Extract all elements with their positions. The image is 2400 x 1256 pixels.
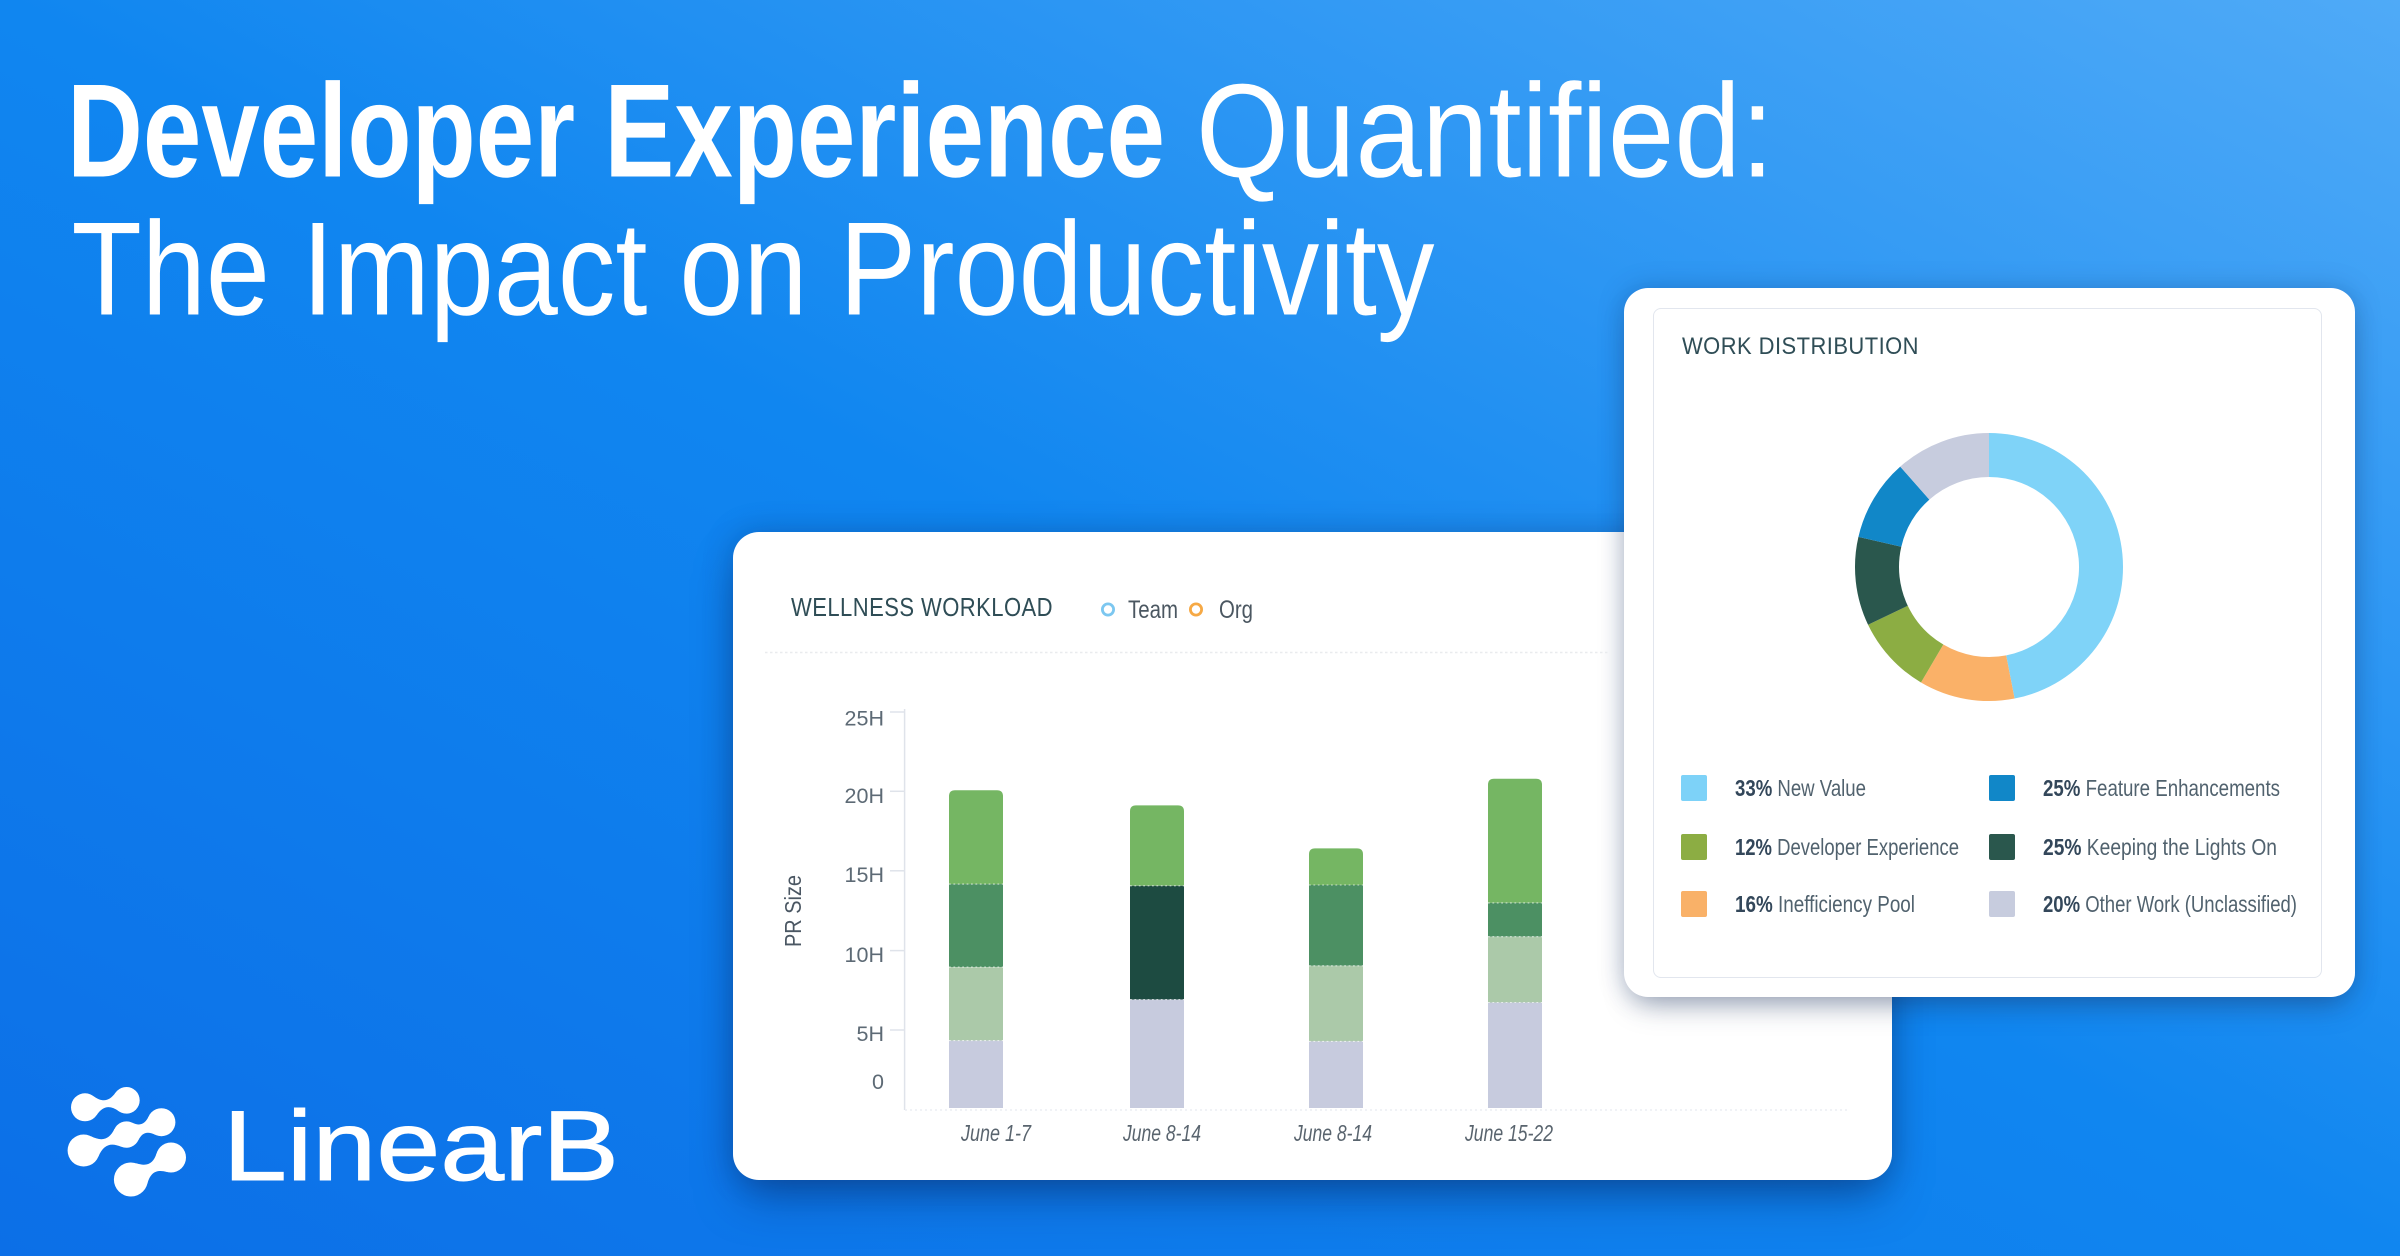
svg-text:Quantified:: Quantified: [1196, 58, 1774, 206]
svg-text:25H: 25H [845, 707, 884, 731]
svg-text:PR Size: PR Size [780, 875, 806, 947]
svg-text:WORK DISTRIBUTION: WORK DISTRIBUTION [1682, 333, 1919, 360]
svg-text:15H: 15H [845, 863, 884, 887]
svg-text:Developer Experience: Developer Experience [67, 58, 1165, 206]
svg-text:0: 0 [872, 1070, 884, 1094]
svg-text:10H: 10H [845, 943, 884, 967]
svg-text:Org: Org [1219, 596, 1253, 624]
svg-text:LinearB: LinearB [223, 1090, 619, 1201]
svg-text:20H: 20H [845, 784, 884, 808]
svg-text:June 8-14: June 8-14 [1293, 1120, 1372, 1146]
svg-text:33% New Value: 33% New Value [1735, 775, 1866, 801]
svg-text:June 15-22: June 15-22 [1464, 1120, 1553, 1146]
svg-text:20% Other Work (Unclassified): 20% Other Work (Unclassified) [2043, 891, 2297, 917]
svg-text:25% Keeping the Lights On: 25% Keeping the Lights On [2043, 834, 2277, 860]
svg-text:Team: Team [1128, 596, 1178, 624]
svg-text:June 8-14: June 8-14 [1122, 1120, 1201, 1146]
svg-text:The Impact on Productivity: The Impact on Productivity [72, 196, 1435, 344]
svg-text:WELLNESS WORKLOAD: WELLNESS WORKLOAD [791, 592, 1053, 622]
svg-text:16% Inefficiency Pool: 16% Inefficiency Pool [1735, 891, 1915, 917]
svg-text:12% Developer Experience: 12% Developer Experience [1735, 834, 1959, 860]
svg-text:June 1-7: June 1-7 [960, 1120, 1032, 1146]
svg-text:5H: 5H [857, 1022, 884, 1046]
svg-text:25% Feature Enhancements: 25% Feature Enhancements [2043, 775, 2280, 801]
